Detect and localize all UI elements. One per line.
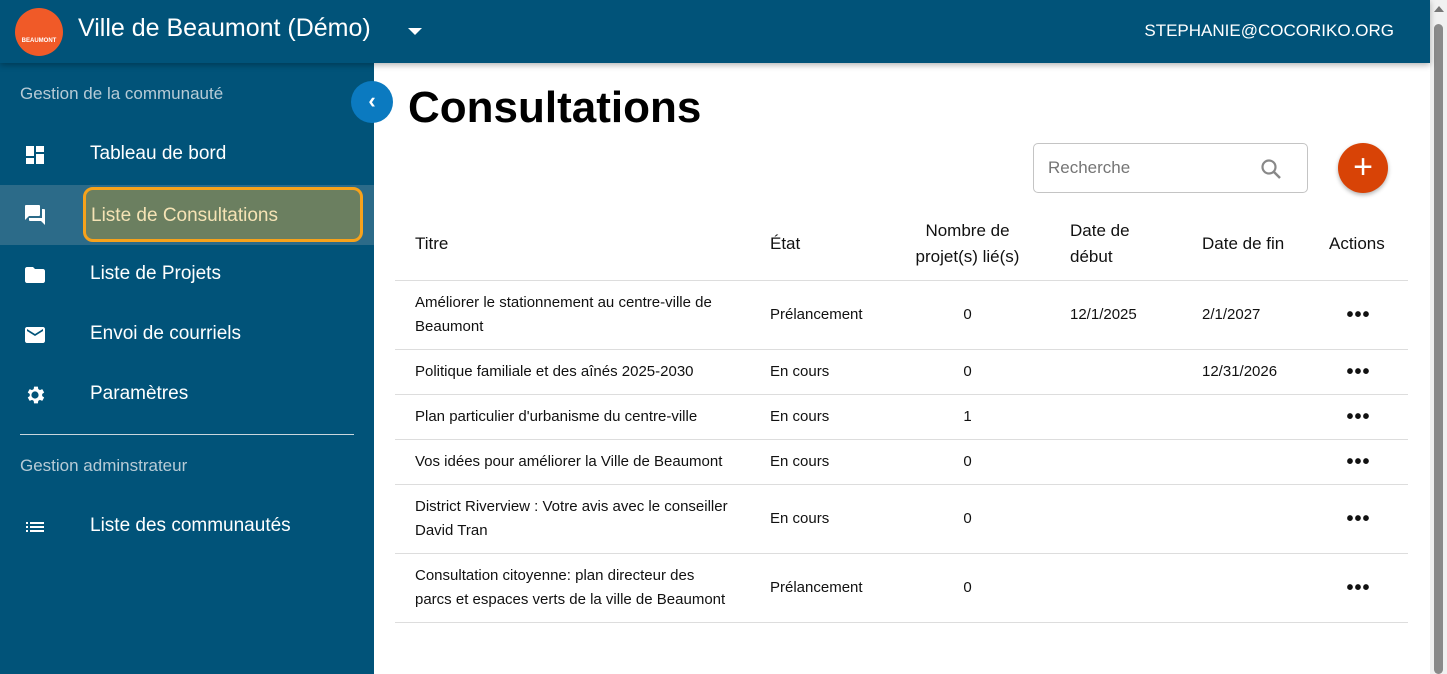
- community-title[interactable]: Ville de Beaumont (Démo): [78, 14, 371, 42]
- column-header[interactable]: État: [750, 208, 885, 281]
- status-cell: En cours: [750, 439, 885, 485]
- collapse-sidebar-button[interactable]: ‹: [351, 81, 393, 123]
- chevron-down-icon[interactable]: [408, 28, 422, 35]
- column-header: Actions: [1309, 208, 1408, 281]
- sidebar-item-label: Paramètres: [90, 383, 189, 404]
- end-date-cell: 12/31/2026: [1182, 349, 1309, 395]
- projects-count-cell: 0: [885, 484, 1050, 554]
- highlight-box: Liste de Consultations: [83, 187, 363, 242]
- logo[interactable]: BEAUMONT: [15, 8, 63, 56]
- sidebar-item-label: Liste de Consultations: [91, 205, 278, 226]
- table-row[interactable]: Vos idées pour améliorer la Ville de Bea…: [395, 439, 1408, 485]
- logo-text: BEAUMONT: [21, 38, 57, 44]
- divider: [20, 434, 354, 435]
- section-label: Gestion de la communauté: [20, 84, 224, 103]
- sidebar-item-label: Liste des communautés: [90, 515, 291, 536]
- title-cell: Vos idées pour améliorer la Ville de Bea…: [395, 439, 750, 485]
- forum-icon: [25, 205, 45, 225]
- app-header: BEAUMONT Ville de Beaumont (Démo) STEPHA…: [0, 0, 1430, 63]
- status-cell: En cours: [750, 484, 885, 554]
- table-row[interactable]: District Riverview : Votre avis avec le …: [395, 484, 1408, 554]
- start-date-cell: [1050, 439, 1182, 485]
- start-date-cell: 12/1/2025: [1050, 280, 1182, 350]
- start-date-cell: [1050, 553, 1182, 623]
- status-cell: En cours: [750, 349, 885, 395]
- end-date-cell: [1182, 394, 1309, 440]
- projects-count-cell: 0: [885, 280, 1050, 350]
- title-cell: Politique familiale et des aînés 2025-20…: [395, 349, 750, 395]
- title-cell: Améliorer le stationnement au centre-vil…: [395, 280, 750, 350]
- search-icon[interactable]: [1259, 157, 1283, 181]
- sidebar-item-settings[interactable]: Paramètres: [0, 365, 374, 425]
- table-row[interactable]: Politique familiale et des aînés 2025-20…: [395, 349, 1408, 395]
- sidebar-item-emails[interactable]: Envoi de courriels: [0, 305, 374, 365]
- search-field[interactable]: [1033, 143, 1308, 193]
- end-date-cell: 2/1/2027: [1182, 280, 1309, 350]
- actions-menu-button[interactable]: •••: [1309, 349, 1408, 395]
- end-date-cell: [1182, 553, 1309, 623]
- title-cell: Consultation citoyenne: plan directeur d…: [395, 553, 750, 623]
- add-consultation-button[interactable]: +: [1338, 143, 1388, 193]
- projects-count-cell: 0: [885, 439, 1050, 485]
- start-date-cell: [1050, 394, 1182, 440]
- dashboard-icon: [26, 146, 44, 164]
- end-date-cell: [1182, 484, 1309, 554]
- consultations-table: Titre État Nombre de projet(s) lié(s) Da…: [395, 208, 1408, 623]
- column-header[interactable]: Date de début: [1050, 208, 1182, 281]
- gear-icon: [27, 386, 45, 404]
- actions-menu-button[interactable]: •••: [1309, 484, 1408, 554]
- main-content: Consultations + Titre État Nombre de pro…: [374, 63, 1430, 674]
- projects-count-cell: 1: [885, 394, 1050, 440]
- sidebar-item-communities[interactable]: Liste des communautés: [0, 497, 374, 557]
- user-menu[interactable]: STEPHANIE@COCORIKO.ORG: [1144, 21, 1394, 40]
- search-input[interactable]: [1048, 158, 1248, 178]
- title-cell: District Riverview : Votre avis avec le …: [395, 484, 750, 554]
- sidebar: Gestion de la communauté Tableau de bord…: [0, 63, 374, 674]
- actions-menu-button[interactable]: •••: [1309, 439, 1408, 485]
- sidebar-item-label: Tableau de bord: [90, 143, 227, 164]
- sidebar-item-projects[interactable]: Liste de Projets: [0, 245, 374, 305]
- chevron-left-icon: ‹: [368, 88, 376, 113]
- table-row[interactable]: Consultation citoyenne: plan directeur d…: [395, 553, 1408, 623]
- actions-menu-button[interactable]: •••: [1309, 553, 1408, 623]
- status-cell: Prélancement: [750, 553, 885, 623]
- projects-count-cell: 0: [885, 349, 1050, 395]
- column-header[interactable]: Titre: [395, 208, 750, 281]
- title-cell: Plan particulier d'urbanisme du centre-v…: [395, 394, 750, 440]
- actions-menu-button[interactable]: •••: [1309, 280, 1408, 350]
- list-icon: [26, 522, 44, 532]
- status-cell: Prélancement: [750, 280, 885, 350]
- mail-icon: [25, 327, 45, 343]
- status-cell: En cours: [750, 394, 885, 440]
- scrollbar[interactable]: [1430, 0, 1447, 674]
- table-row[interactable]: Améliorer le stationnement au centre-vil…: [395, 280, 1408, 350]
- section-label: Gestion adminstrateur: [20, 456, 188, 475]
- scroll-up-icon[interactable]: [1434, 6, 1444, 12]
- sidebar-item-consultations[interactable]: Liste de Consultations: [0, 185, 374, 245]
- start-date-cell: [1050, 349, 1182, 395]
- sidebar-item-label: Envoi de courriels: [90, 323, 242, 344]
- actions-menu-button[interactable]: •••: [1309, 394, 1408, 440]
- column-header[interactable]: Nombre de projet(s) lié(s): [885, 208, 1050, 281]
- sidebar-item-label: Liste de Projets: [90, 263, 221, 284]
- projects-count-cell: 0: [885, 553, 1050, 623]
- scrollbar-thumb[interactable]: [1434, 24, 1443, 674]
- start-date-cell: [1050, 484, 1182, 554]
- folder-icon: [25, 267, 45, 283]
- column-header[interactable]: Date de fin: [1182, 208, 1309, 281]
- page-title: Consultations: [408, 83, 702, 132]
- end-date-cell: [1182, 439, 1309, 485]
- sidebar-item-dashboard[interactable]: Tableau de bord: [0, 125, 374, 185]
- table-row[interactable]: Plan particulier d'urbanisme du centre-v…: [395, 394, 1408, 440]
